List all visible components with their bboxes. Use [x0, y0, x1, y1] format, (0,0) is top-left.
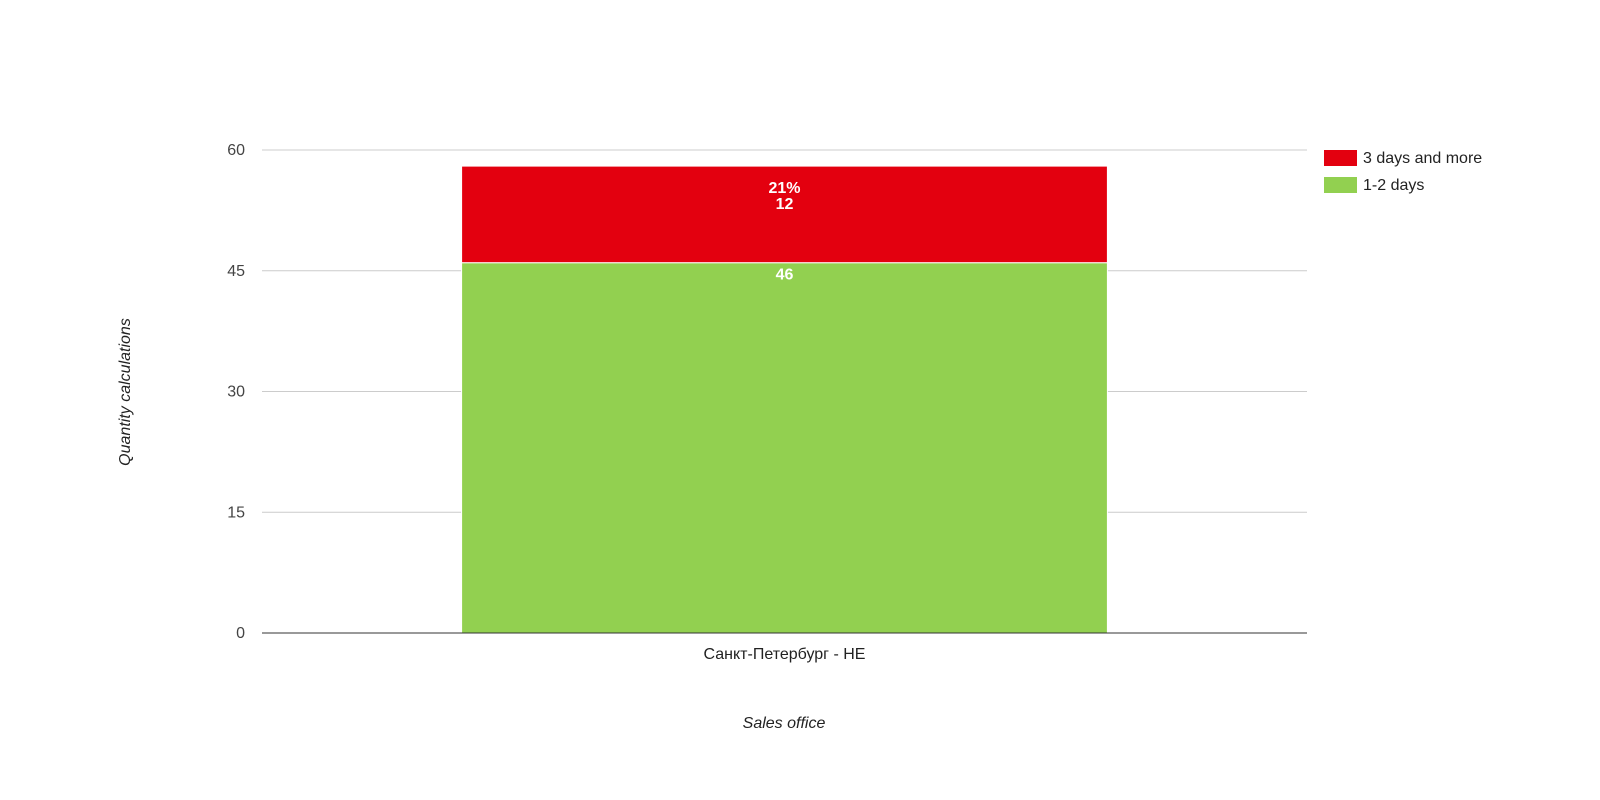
legend-swatch [1324, 150, 1357, 166]
x-axis-categories: Санкт-Петербург - НЕ [704, 646, 866, 663]
y-tick-label: 0 [236, 625, 245, 642]
y-tick-label: 45 [227, 263, 245, 280]
y-tick-label: 15 [227, 504, 245, 521]
legend: 3 days and more 1-2 days [1324, 150, 1482, 194]
data-labels: 46 21%12 [767, 179, 802, 284]
bars [461, 165, 1108, 634]
y-axis-ticks: 0 15 30 45 60 [227, 142, 245, 642]
x-category-label: Санкт-Петербург - НЕ [704, 646, 866, 663]
legend-label: 1-2 days [1363, 177, 1424, 194]
x-axis-title: Sales office [743, 715, 826, 732]
value-label: 46 [776, 267, 794, 284]
y-axis-title: Quantity calculations [117, 318, 134, 466]
y-tick-label: 60 [227, 142, 245, 159]
y-tick-label: 30 [227, 384, 245, 401]
legend-swatch [1324, 177, 1357, 193]
bar-segment[interactable] [461, 165, 1108, 264]
value-label: 12 [776, 196, 794, 213]
bar-segment[interactable] [461, 262, 1108, 634]
percent-label: 21% [768, 180, 800, 197]
legend-label: 3 days and more [1363, 150, 1482, 167]
